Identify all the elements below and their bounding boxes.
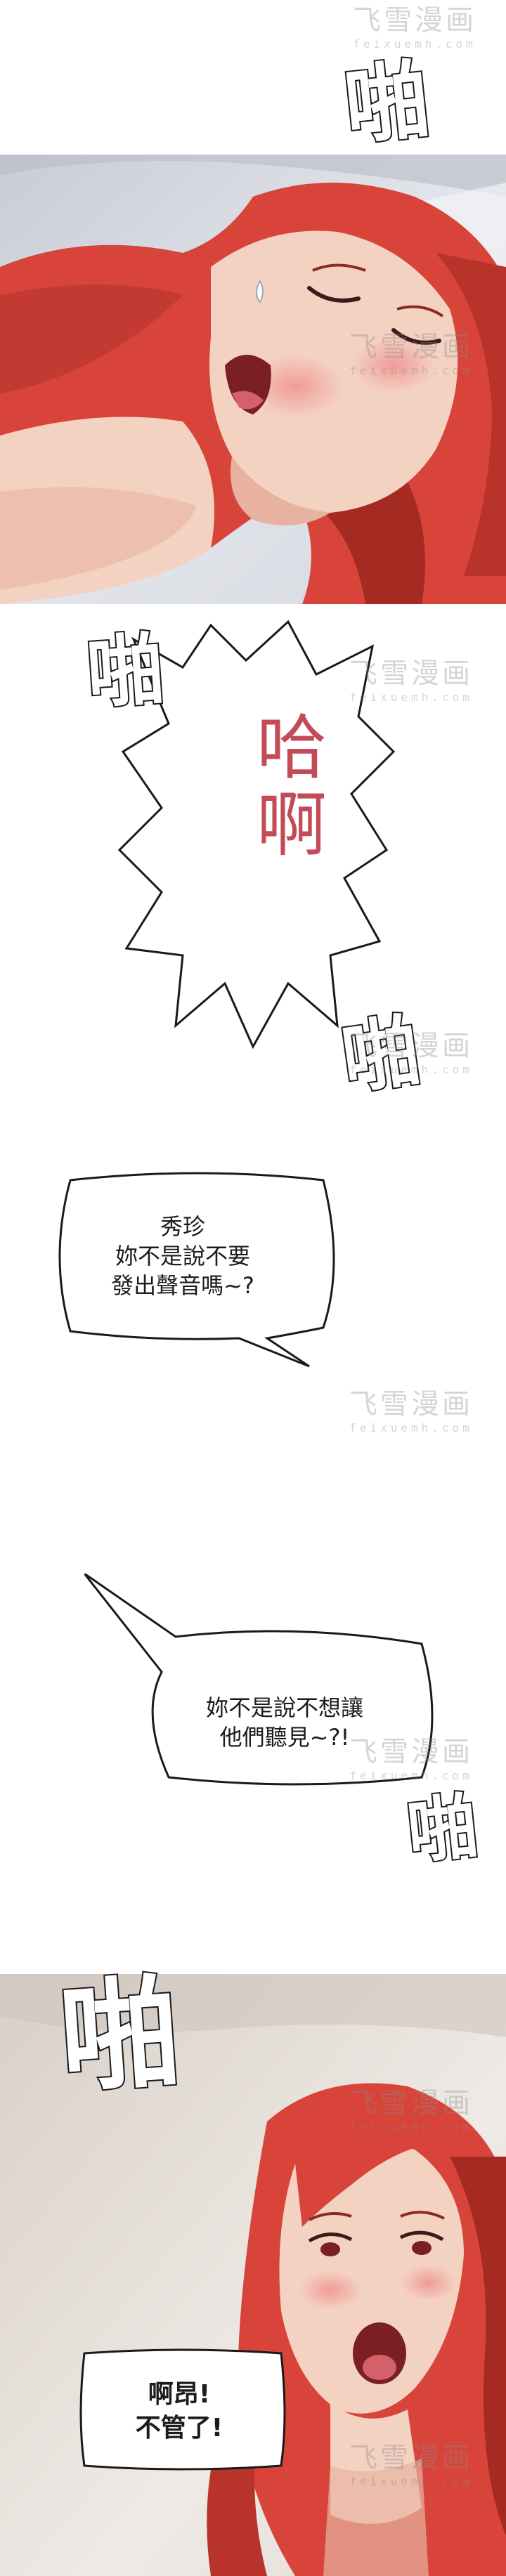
watermark: 飞雪漫画 feixuemh.com (330, 2441, 492, 2497)
watermark-site: feixuemh.com (349, 1421, 473, 1434)
watermark: 飞雪漫画 feixuemh.com (330, 330, 492, 386)
moan-text: 哈 啊 (257, 707, 327, 866)
speech-bubble-2 (84, 1574, 434, 1786)
speech-text-3: 啊昂! 不管了! (135, 2380, 223, 2443)
panel-top (0, 155, 506, 604)
watermark-brand: 飞雪漫画 (349, 331, 473, 363)
panel-top-art (0, 155, 506, 604)
watermark-site: feixuemh.com (349, 2475, 473, 2488)
watermark: 飞雪漫画 feixuemh.com (330, 1735, 492, 1791)
speech-text-2: 妳不是說不想讓 他們聽見~?! (205, 1694, 363, 1751)
watermark: 飞雪漫画 feixuemh.com (330, 2086, 492, 2143)
watermark: 飞雪漫画 feixuemh.com (334, 4, 495, 60)
panel-bottom (0, 1974, 506, 2576)
sfx-pa-middle: 啪 (82, 623, 166, 721)
watermark-brand: 飞雪漫画 (349, 2442, 473, 2474)
watermark-brand: 飞雪漫画 (353, 4, 476, 37)
speech-bubble-3 (79, 2348, 286, 2471)
watermark-site: feixuemh.com (353, 37, 476, 51)
panel-bottom-art (0, 1974, 506, 2576)
watermark: 飞雪漫画 feixuemh.com (330, 1387, 492, 1444)
watermark-brand: 飞雪漫画 (349, 1736, 473, 1768)
speech-bubble-1 (58, 1172, 335, 1368)
watermark-site: feixuemh.com (349, 364, 473, 377)
watermark-brand: 飞雪漫画 (349, 658, 473, 690)
watermark: 飞雪漫画 feixuemh.com (330, 657, 492, 713)
speech-text-1: 秀珍 妳不是說不要 發出聲音嗎~? (111, 1213, 254, 1299)
watermark: 飞雪漫画 feixuemh.com (330, 1029, 492, 1085)
sfx-pa-after-bubble: 啪 (402, 1784, 481, 1875)
watermark-brand: 飞雪漫画 (349, 2087, 473, 2119)
watermark-site: feixuemh.com (349, 1063, 473, 1076)
watermark-brand: 飞雪漫画 (349, 1030, 473, 1062)
watermark-site: feixuemh.com (349, 691, 473, 704)
sfx-pa-top: 啪 (339, 50, 433, 158)
sfx-pa-bottom: 啪 (54, 1961, 183, 2111)
watermark-site: feixuemh.com (349, 1769, 473, 1782)
watermark-site: feixuemh.com (349, 2120, 473, 2133)
moan-bubble (117, 620, 396, 1050)
watermark-brand: 飞雪漫画 (349, 1388, 473, 1420)
